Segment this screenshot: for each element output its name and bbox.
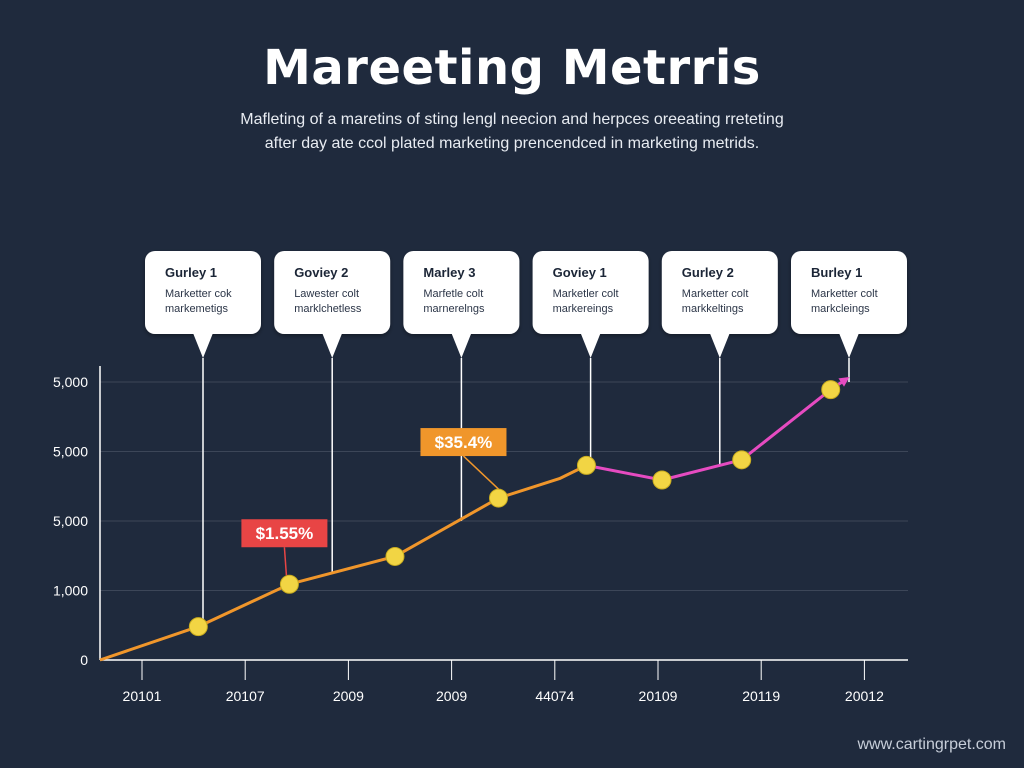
y-tick-label: 0 — [80, 652, 88, 668]
callout-line-1: Marketter colt — [811, 288, 878, 300]
data-label-connector — [462, 455, 499, 490]
callout-bubble — [661, 251, 778, 334]
callout-bubble — [145, 251, 261, 334]
callout-box: Gurley 2 Marketter colt markkeltings — [661, 251, 778, 358]
callout-title: Goviey 1 — [553, 265, 607, 280]
data-point — [188, 617, 208, 637]
x-tick-label: 20012 — [845, 688, 884, 704]
data-label: $1.55% — [256, 524, 314, 543]
callout-bubble — [403, 251, 520, 334]
callout-line-2: markcleings — [811, 303, 870, 315]
callout-line-1: Marfetle colt — [423, 288, 483, 300]
data-label-connector — [283, 547, 288, 576]
callout-title: Gurley 1 — [165, 265, 217, 280]
callout-line-2: marklchetless — [294, 303, 362, 315]
callout-line-1: Marketter colt — [682, 288, 749, 300]
subtitle-line-1: Mafleting of a maretins of sting lengl n… — [240, 111, 784, 128]
callout-bubble — [791, 251, 907, 334]
callout-line-1: Marketter cok — [165, 288, 232, 300]
callout-pointer — [451, 333, 472, 358]
data-point — [279, 574, 299, 594]
callout-box: Burley 1 Marketter colt markcleings — [791, 251, 907, 358]
x-tick-label: 2009 — [333, 688, 364, 704]
data-label-box — [241, 519, 328, 548]
callout-title: Gurley 2 — [682, 265, 734, 280]
callout-box: Goviey 1 Marketler colt markereings — [532, 251, 649, 358]
callout-pointer — [193, 333, 213, 358]
callout-line-2: markemetigs — [165, 303, 228, 315]
data-point — [652, 470, 672, 490]
callout-box: Gurley 1 Marketter cok markemetigs — [145, 251, 261, 358]
y-tick-label: 1,000 — [53, 583, 88, 599]
data-label: $35.4% — [435, 433, 493, 452]
y-tick-label: 5,000 — [53, 444, 88, 460]
callout-pointer — [322, 333, 343, 358]
x-tick-label: 2009 — [436, 688, 467, 704]
callout-line-2: markereings — [553, 303, 614, 315]
x-tick-label: 20119 — [742, 688, 780, 704]
data-point — [385, 546, 405, 566]
x-tick-label: 20109 — [639, 688, 678, 704]
series-line-late — [586, 376, 850, 482]
data-point — [488, 488, 508, 508]
callout-bubble — [532, 251, 649, 334]
watermark: www.cartingrpet.com — [857, 736, 1007, 753]
data-point — [576, 455, 596, 475]
callout-pointer — [580, 333, 601, 358]
y-tick-label: 5,000 — [53, 513, 88, 529]
y-tick-label: 5,000 — [53, 374, 88, 390]
data-label-box — [420, 428, 507, 457]
callout-box: Goviey 2 Lawester colt marklchetless — [274, 251, 391, 358]
x-tick-label: 20107 — [226, 688, 265, 704]
chart-title: Mareeting Metrris — [263, 40, 761, 96]
callout-title: Marley 3 — [423, 265, 475, 280]
data-point — [821, 380, 841, 400]
callout-line-1: Marketler colt — [553, 288, 619, 300]
callout-line-2: markkeltings — [682, 303, 744, 315]
data-point — [732, 450, 752, 470]
series-line-early — [99, 464, 588, 662]
x-tick-label: 20101 — [123, 688, 162, 704]
callout-title: Burley 1 — [811, 265, 862, 280]
callout-pointer — [839, 333, 859, 358]
chart-subtitle: Mafleting of a maretins of sting lengl n… — [200, 108, 824, 156]
callout-box: Marley 3 Marfetle colt marnerelngs — [403, 251, 520, 358]
callout-title: Goviey 2 — [294, 265, 348, 280]
callout-bubble — [274, 251, 391, 334]
callout-line-1: Lawester colt — [294, 288, 359, 300]
callout-line-2: marnerelngs — [423, 303, 485, 315]
x-tick-label: 44074 — [535, 688, 574, 704]
callout-pointer — [709, 333, 730, 358]
subtitle-line-2: after day ate ccol plated marketing pren… — [264, 135, 760, 152]
